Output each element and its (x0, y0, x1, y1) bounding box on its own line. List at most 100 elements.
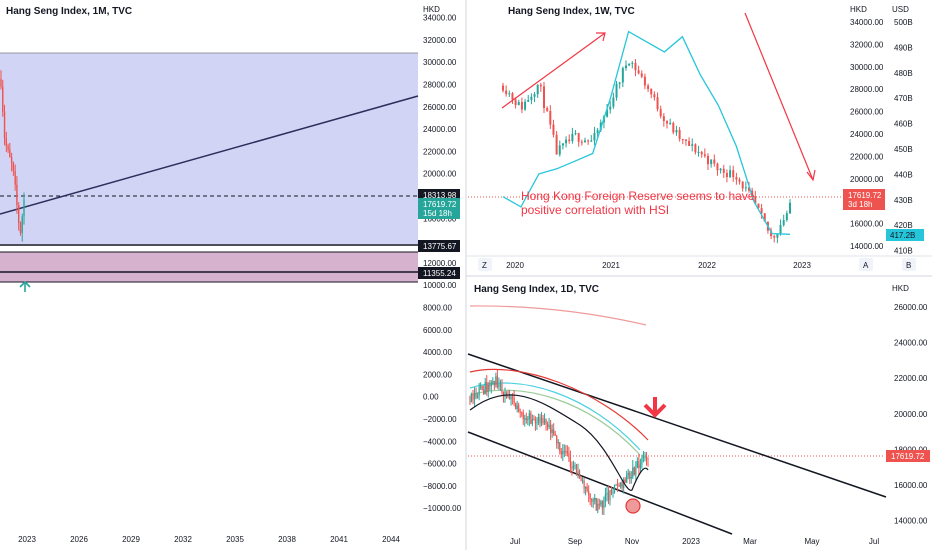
candle-body (492, 381, 494, 383)
candle-body (735, 177, 738, 180)
price-tick-label: 16000.00 (894, 481, 928, 490)
price-tick-label: 20000.00 (423, 170, 457, 179)
svg-text:13775.67: 13775.67 (423, 242, 457, 251)
candle-body (578, 471, 581, 479)
candle-body (741, 181, 744, 189)
candle-body (486, 382, 488, 392)
candle-body (533, 419, 535, 421)
price-tick-label: 28000.00 (423, 81, 457, 90)
candle-body (615, 484, 617, 486)
candle-body (470, 394, 473, 403)
monthly-time-axis[interactable]: 2023 2026 2029 2032 2035 2038 2041 2044 (18, 535, 400, 544)
candle-body (593, 132, 596, 141)
weekly-annotation-line1[interactable]: Hong Kong Foreign Reserve seems to have (521, 189, 755, 203)
price-tick-label: 26000.00 (850, 108, 884, 117)
candle-body (478, 386, 480, 396)
candle-body (681, 138, 684, 140)
weekly-annotation-line2[interactable]: positive correlation with HSI (521, 203, 669, 217)
candle-body (684, 139, 687, 141)
price-tick-label: 34000.00 (850, 18, 884, 27)
candle-body (662, 116, 665, 122)
candle-body (521, 412, 523, 414)
price-tick-label: 32000.00 (850, 40, 884, 49)
daily-channel-bottom[interactable] (467, 431, 733, 535)
price-tick-label: 470B (894, 94, 913, 103)
candle-body (556, 435, 558, 444)
price-tick-label: 490B (894, 43, 913, 52)
candle-body (21, 216, 23, 233)
candle-body (606, 109, 609, 117)
candle-body (498, 384, 500, 388)
price-tick-label: 32000.00 (423, 36, 457, 45)
candle-body (597, 503, 599, 511)
candle-body (631, 62, 634, 64)
candle-body (757, 203, 760, 209)
candle-body (571, 466, 573, 469)
candle-body (504, 391, 506, 397)
candle-body (581, 480, 584, 482)
candle-body (782, 220, 785, 226)
candle-body (620, 482, 622, 487)
candle-body (553, 429, 555, 435)
weekly-footer-left[interactable]: Z (478, 258, 492, 271)
price-tick-label: 20000.00 (894, 410, 928, 419)
candle-body (483, 389, 485, 395)
candle-body (725, 172, 728, 178)
candle-body (537, 417, 540, 423)
candle-body (502, 85, 504, 91)
price-tick-label: −6000.00 (423, 460, 457, 469)
monthly-price-axis[interactable]: 34000.00 32000.00 30000.00 28000.00 26000.00… (423, 14, 462, 514)
candle-body (475, 393, 477, 398)
candle-body (642, 456, 645, 458)
daily-channel-top[interactable] (467, 353, 887, 498)
monthly-trendline[interactable] (0, 95, 419, 215)
candle-body (3, 111, 6, 139)
time-tick-label: 2035 (226, 535, 244, 544)
candle-body (647, 85, 650, 89)
weekly-usd-axis[interactable]: 500B 490B 480B 470B 460B 450B 440B 430B 420B 410B (894, 18, 913, 256)
daily-time-axis[interactable]: Jul Sep Nov 2023 Mar May Jul (510, 537, 879, 546)
candle-body (558, 145, 561, 155)
candle-body (530, 413, 532, 424)
weekly-footer-b[interactable]: B (902, 258, 916, 271)
candle-body (644, 456, 646, 458)
candle-body (606, 492, 608, 495)
candle-body (518, 405, 520, 412)
candle-body (586, 486, 588, 492)
price-tick-label: 14000.00 (850, 242, 884, 251)
price-tick-label: 460B (894, 120, 913, 129)
candle-body (638, 461, 640, 469)
monthly-badge-11355: 11355.24 (418, 267, 460, 279)
candle-body (719, 168, 722, 171)
candle-body (585, 486, 587, 489)
weekly-time-axis[interactable]: 2020 2021 2022 2023 (506, 261, 811, 270)
time-tick-label: May (804, 537, 819, 546)
candle-body (561, 143, 564, 146)
candle-body (623, 479, 625, 488)
weekly-price-axis[interactable]: 34000.00 32000.00 30000.00 28000.00 26000.00… (850, 18, 884, 251)
monthly-price-badge: 17619.72 15d 18h (418, 198, 460, 219)
candle-body (604, 494, 607, 501)
candle-body (700, 151, 703, 155)
price-tick-label: 6000.00 (423, 326, 452, 335)
monthly-currency: HKD (423, 5, 440, 14)
price-tick-label: 18000.00 (894, 445, 928, 454)
candle-body (609, 106, 612, 110)
candle-body (618, 485, 620, 487)
monthly-panel: Hang Seng Index, 1M, TVC HKD 34000.00 320… (0, 5, 462, 544)
candle-body (776, 233, 779, 238)
price-tick-label: −10000.00 (423, 504, 462, 513)
time-tick-label: 2023 (18, 535, 36, 544)
price-tick-label: 16000.00 (850, 220, 884, 229)
svg-text:17619.72: 17619.72 (848, 191, 882, 200)
candle-body (748, 187, 750, 191)
price-tick-label: 26000.00 (894, 303, 928, 312)
price-tick-label: 4000.00 (423, 348, 452, 357)
weekly-footer-a[interactable]: A (859, 258, 873, 271)
candle-body (519, 411, 521, 413)
candle-body (514, 99, 517, 105)
svg-text:15d 18h: 15d 18h (423, 209, 452, 218)
candle-body (511, 396, 514, 398)
daily-price-axis[interactable]: 26000.00 24000.00 22000.00 20000.00 18000.00… (894, 303, 928, 526)
candle-body (7, 146, 9, 150)
